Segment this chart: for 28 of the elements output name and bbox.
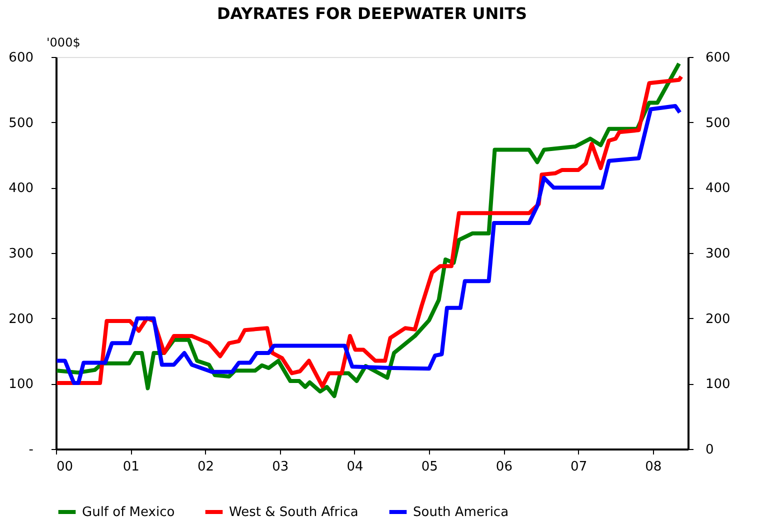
y-tick-label: 200 — [8, 312, 34, 327]
x-tick-label: 03 — [272, 460, 289, 474]
y-tick-label: 400 — [8, 181, 34, 196]
y-tick-label: - — [28, 442, 34, 458]
x-tick-label: 08 — [645, 460, 662, 474]
y2-tick-label: 600 — [706, 50, 730, 66]
legend-label: Gulf of Mexico — [82, 505, 175, 520]
y2-tick-label: 500 — [706, 116, 730, 131]
x-tick-label: 07 — [570, 460, 588, 474]
legend-label: South America — [413, 505, 509, 520]
y2-tick-label: 0 — [706, 442, 714, 458]
y2-tick-label: 100 — [706, 377, 730, 392]
x-tick-label: 01 — [122, 460, 140, 474]
x-tick-label: 02 — [197, 460, 214, 474]
y-tick-label: 100 — [8, 377, 34, 392]
legend-label: West & South Africa — [229, 505, 358, 520]
y2-tick-label: 300 — [706, 246, 730, 262]
y-axis-title: '000$ — [46, 36, 80, 50]
x-tick-label: 04 — [346, 460, 364, 474]
y-tick-label: 300 — [8, 246, 34, 262]
y2-tick-label: 200 — [706, 312, 730, 327]
x-tick-label: 00 — [56, 460, 74, 474]
x-tick-label: 05 — [421, 460, 438, 474]
y2-tick-label: 400 — [706, 181, 730, 196]
y-tick-label: 500 — [8, 116, 34, 131]
x-tick-label: 06 — [496, 460, 512, 474]
chart-title: DAYRATES FOR DEEPWATER UNITS — [217, 4, 527, 23]
y-tick-label: 600 — [8, 50, 34, 66]
